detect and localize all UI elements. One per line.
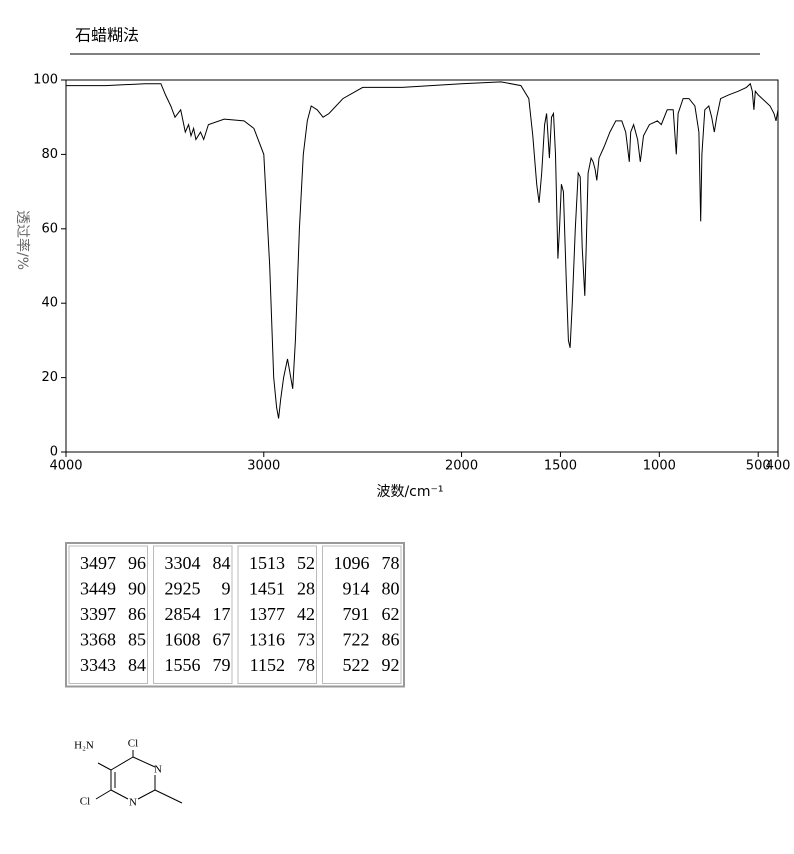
transmittance: 17 — [213, 604, 231, 624]
bond — [110, 789, 129, 800]
table-cell-frame — [153, 545, 233, 684]
wavenumber: 1513 — [249, 553, 285, 573]
bond — [132, 756, 156, 768]
atom-label: N — [129, 797, 137, 809]
y-tick-label: 60 — [41, 221, 58, 236]
bond — [95, 789, 112, 800]
table-cell-frame — [68, 545, 148, 684]
spectrum-line — [66, 81, 779, 419]
x-tick-label: 3000 — [247, 459, 280, 474]
atom-label: Cl — [128, 738, 138, 750]
transmittance: 96 — [128, 553, 146, 573]
transmittance: 42 — [297, 604, 315, 624]
transmittance: 73 — [297, 630, 315, 650]
transmittance: 78 — [297, 655, 315, 675]
y-tick-label: 0 — [50, 445, 58, 460]
wavenumber: 3343 — [80, 655, 116, 675]
atom-label: Cl — [80, 796, 90, 808]
y-tick-label: 80 — [41, 147, 58, 162]
wavenumber: 1608 — [165, 630, 201, 650]
transmittance: 67 — [213, 630, 231, 650]
atom-label: H₂N — [74, 740, 94, 752]
y-tick-label: 100 — [33, 73, 58, 88]
wavenumber: 1152 — [250, 655, 285, 675]
transmittance: 84 — [213, 553, 231, 573]
y-tick-label: 20 — [41, 370, 58, 385]
atom-label: N — [154, 764, 162, 776]
table-frame — [65, 542, 405, 688]
transmittance: 86 — [382, 630, 400, 650]
wavenumber: 1377 — [249, 604, 285, 624]
y-tick-label: 40 — [41, 296, 58, 311]
x-tick-label: 500 — [746, 459, 771, 474]
wavenumber: 2925 — [165, 579, 201, 599]
wavenumber: 2854 — [165, 604, 201, 624]
wavenumber: 3304 — [165, 553, 201, 573]
transmittance: 62 — [382, 604, 400, 624]
transmittance: 92 — [382, 655, 400, 675]
x-tick-label: 1500 — [544, 459, 577, 474]
wavenumber: 3397 — [80, 604, 116, 624]
transmittance: 9 — [222, 579, 231, 599]
bond — [137, 789, 156, 800]
transmittance: 86 — [128, 604, 146, 624]
molecule — [95, 750, 183, 804]
bond — [97, 762, 112, 771]
transmittance: 90 — [128, 579, 146, 599]
wavenumber: 1316 — [249, 630, 285, 650]
transmittance: 52 — [297, 553, 315, 573]
chart-title: 石蜡糊法 — [75, 26, 139, 45]
wavenumber: 1556 — [165, 655, 201, 675]
wavenumber: 3449 — [80, 579, 116, 599]
x-tick-label: 2000 — [445, 459, 478, 474]
wavenumber: 1451 — [249, 579, 285, 599]
transmittance: 84 — [128, 655, 146, 675]
x-axis-label: 波数/cm⁻¹ — [376, 484, 443, 500]
wavenumber: 722 — [343, 630, 370, 650]
transmittance: 80 — [382, 579, 400, 599]
wavenumber: 3368 — [80, 630, 116, 650]
y-axis-label: 透过率/% — [14, 210, 31, 270]
wavenumber: 3497 — [80, 553, 116, 573]
transmittance: 85 — [128, 630, 146, 650]
table-cell-frame — [237, 545, 317, 684]
bond — [154, 789, 183, 804]
transmittance: 28 — [297, 579, 315, 599]
x-tick-label: 400 — [766, 459, 791, 474]
wavenumber: 522 — [343, 655, 370, 675]
wavenumber: 791 — [343, 604, 370, 624]
x-tick-label: 4000 — [49, 459, 82, 474]
wavenumber: 1096 — [334, 553, 370, 573]
table-cell-frame — [322, 545, 402, 684]
x-tick-label: 1000 — [643, 459, 676, 474]
plot-frame — [65, 79, 779, 453]
wavenumber: 914 — [343, 579, 370, 599]
transmittance: 79 — [213, 655, 231, 675]
bond — [110, 756, 134, 771]
transmittance: 78 — [382, 553, 400, 573]
